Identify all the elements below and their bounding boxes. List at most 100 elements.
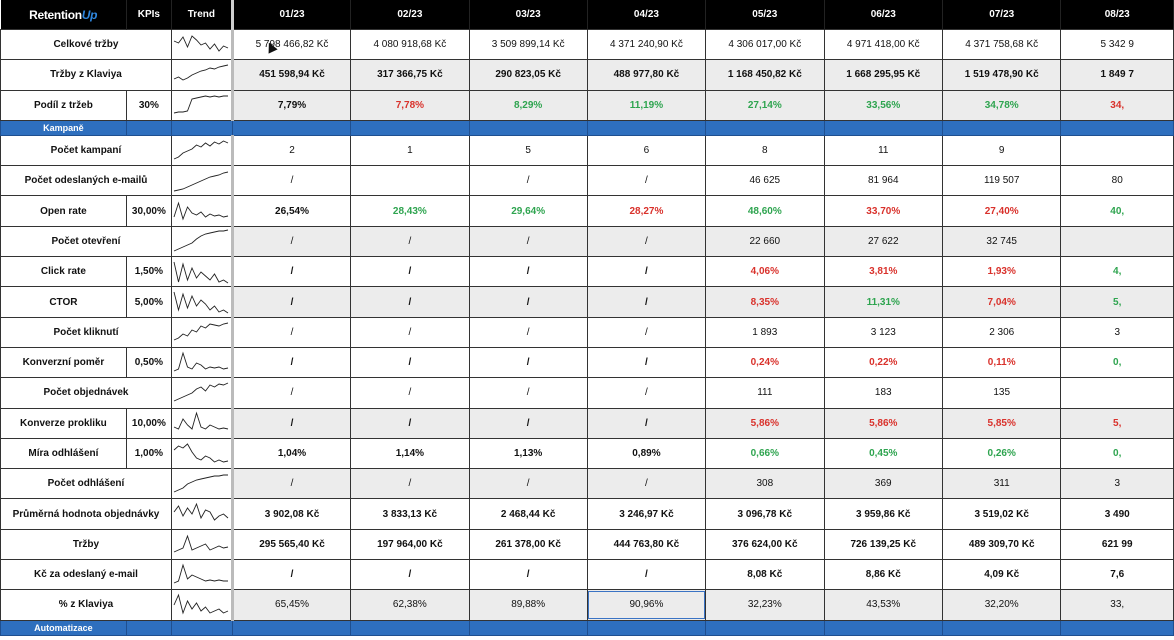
section-month-cell[interactable] (823, 619, 943, 636)
value-cell[interactable]: 5 798 466,82 Kč (231, 28, 352, 61)
value-cell[interactable]: / (231, 377, 352, 409)
value-cell[interactable]: 1 168 450,82 Kč (705, 59, 825, 91)
value-cell[interactable]: / (586, 286, 707, 318)
metric-label[interactable]: Počet odeslaných e-mailů (0, 165, 172, 197)
value-cell[interactable]: / (231, 316, 352, 348)
trend-sparkline[interactable] (170, 346, 234, 379)
month-header[interactable]: 01/23 (232, 0, 352, 30)
section-month-cell[interactable] (941, 619, 1062, 636)
value-cell[interactable]: / (231, 256, 352, 288)
month-header[interactable]: 02/23 (350, 0, 470, 30)
metric-label[interactable]: Míra odhlášení (0, 437, 127, 470)
value-cell[interactable]: 3 246,97 Kč (586, 498, 707, 530)
value-cell[interactable]: / (586, 225, 707, 258)
section-month-cell[interactable] (1060, 119, 1174, 136)
section-month-cell[interactable] (350, 119, 470, 136)
section-month-cell[interactable] (705, 119, 825, 136)
value-cell[interactable]: 1 (350, 134, 470, 167)
value-cell[interactable]: 27,14% (705, 89, 825, 121)
trend-sparkline[interactable] (170, 528, 234, 561)
metric-label[interactable]: Konverzní poměr (0, 346, 127, 379)
month-header[interactable]: 08/23 (1060, 0, 1174, 30)
value-cell[interactable]: / (231, 559, 352, 591)
value-cell[interactable]: 27,40% (941, 195, 1062, 227)
kpi-target[interactable]: 1,00% (125, 437, 172, 470)
value-cell[interactable]: 5 342 9 (1060, 28, 1174, 61)
value-cell[interactable]: 3,81% (823, 256, 943, 288)
value-cell[interactable]: 32,20% (941, 589, 1062, 621)
metric-label[interactable]: Průměrná hodnota objednávky (0, 498, 172, 530)
value-cell[interactable] (1060, 134, 1174, 167)
value-cell[interactable]: 11 (823, 134, 943, 167)
value-cell[interactable]: 32,23% (705, 589, 825, 621)
value-cell[interactable]: 0, (1060, 437, 1174, 470)
value-cell[interactable]: 197 964,00 Kč (350, 528, 470, 561)
value-cell[interactable]: / (468, 225, 588, 258)
value-cell[interactable]: / (350, 377, 470, 409)
value-cell[interactable] (1060, 377, 1174, 409)
trend-sparkline[interactable] (170, 498, 234, 530)
month-header[interactable]: 05/23 (705, 0, 825, 30)
value-cell[interactable]: 9 (941, 134, 1062, 167)
value-cell[interactable]: 726 139,25 Kč (823, 528, 943, 561)
value-cell[interactable]: 90,96% (586, 589, 707, 621)
value-cell[interactable]: 295 565,40 Kč (231, 528, 352, 561)
value-cell[interactable]: / (586, 407, 707, 439)
trend-sparkline[interactable] (170, 437, 234, 470)
value-cell[interactable]: 261 378,00 Kč (468, 528, 588, 561)
value-cell[interactable]: 4 371 240,90 Kč (586, 28, 707, 61)
trend-sparkline[interactable] (170, 134, 234, 167)
value-cell[interactable]: 317 366,75 Kč (350, 59, 470, 91)
value-cell[interactable]: / (231, 165, 352, 197)
value-cell[interactable]: / (350, 316, 470, 348)
value-cell[interactable]: 183 (823, 377, 943, 409)
month-header[interactable]: 07/23 (942, 0, 1062, 30)
value-cell[interactable]: 0,11% (941, 346, 1062, 379)
value-cell[interactable]: 5, (1060, 407, 1174, 439)
value-cell[interactable]: 11,31% (823, 286, 943, 318)
value-cell[interactable]: 28,27% (586, 195, 707, 227)
section-month-cell[interactable] (231, 619, 352, 636)
value-cell[interactable]: / (350, 256, 470, 288)
value-cell[interactable]: / (468, 286, 588, 318)
value-cell[interactable]: 369 (823, 468, 943, 500)
value-cell[interactable]: 8,08 Kč (705, 559, 825, 591)
value-cell[interactable]: 376 624,00 Kč (705, 528, 825, 561)
value-cell[interactable]: 4 971 418,00 Kč (823, 28, 943, 61)
value-cell[interactable]: 5,86% (823, 407, 943, 439)
value-cell[interactable]: 0,45% (823, 437, 943, 470)
value-cell[interactable]: 5, (1060, 286, 1174, 318)
value-cell[interactable]: 1,04% (231, 437, 352, 470)
value-cell[interactable]: 488 977,80 Kč (586, 59, 707, 91)
section-month-cell[interactable] (705, 619, 825, 636)
value-cell[interactable]: 0,66% (705, 437, 825, 470)
section-month-cell[interactable] (468, 619, 588, 636)
value-cell[interactable]: / (468, 346, 588, 379)
value-cell[interactable]: 7,04% (941, 286, 1062, 318)
section-label[interactable]: Kampaně (0, 119, 127, 136)
value-cell[interactable]: 5,85% (941, 407, 1062, 439)
value-cell[interactable] (1060, 225, 1174, 258)
value-cell[interactable]: 33,70% (823, 195, 943, 227)
trend-sparkline[interactable] (170, 195, 234, 227)
trend-sparkline[interactable] (170, 316, 234, 348)
value-cell[interactable]: 3 833,13 Kč (350, 498, 470, 530)
section-month-cell[interactable] (468, 119, 588, 136)
value-cell[interactable]: / (586, 346, 707, 379)
value-cell[interactable]: 33,56% (823, 89, 943, 121)
value-cell[interactable]: 4 371 758,68 Kč (941, 28, 1062, 61)
value-cell[interactable]: / (586, 316, 707, 348)
metric-label[interactable]: Počet odhlášení (0, 468, 172, 500)
value-cell[interactable]: 0,24% (705, 346, 825, 379)
section-label[interactable]: Automatizace (0, 619, 127, 636)
metric-label[interactable]: Tržby (0, 528, 172, 561)
kpi-target[interactable]: 30,00% (125, 195, 172, 227)
value-cell[interactable]: 308 (705, 468, 825, 500)
value-cell[interactable]: 119 507 (941, 165, 1062, 197)
metric-label[interactable]: Kč za odeslaný e-mail (0, 559, 172, 591)
metric-label[interactable]: CTOR (0, 286, 127, 318)
value-cell[interactable]: 2 306 (941, 316, 1062, 348)
value-cell[interactable]: / (468, 559, 588, 591)
section-month-cell[interactable] (823, 119, 943, 136)
value-cell[interactable]: / (586, 256, 707, 288)
